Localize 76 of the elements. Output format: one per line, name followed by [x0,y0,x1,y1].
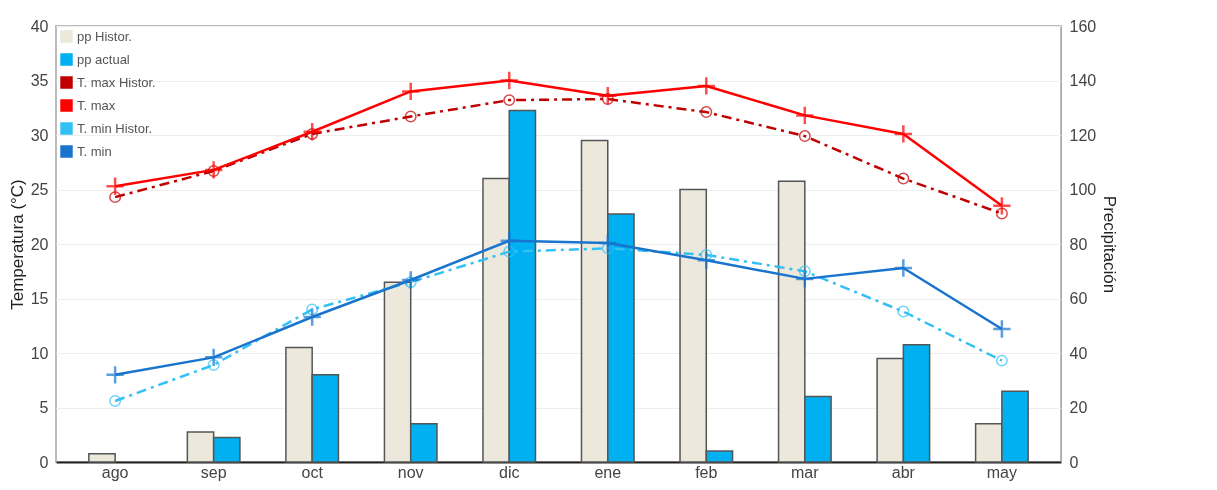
point [306,127,319,140]
point [109,191,122,204]
point [601,93,614,106]
legend-label: T. max Histor. [77,74,156,90]
point [207,164,220,177]
y2-tick-label: 40 [1069,344,1088,362]
y2-axis-title: Precipitación [1100,195,1120,294]
point [503,94,516,107]
point [893,258,914,278]
point [404,276,417,289]
x-tick-label: nov [397,463,424,481]
y-tick-label: 35 [30,72,49,89]
x-tick-label: oct [301,463,324,481]
point [794,268,815,289]
point [207,359,220,371]
point [302,307,323,327]
point [203,347,224,368]
x-tick-label: feb [695,463,718,481]
x-tick-label: mar [791,463,820,481]
legend-label: pp actual [77,51,130,67]
point [696,250,717,271]
y-tick-label: 40 [30,17,49,35]
point [696,76,717,96]
y2-tick-label: 100 [1069,181,1097,198]
legend-label: T. max [77,97,116,113]
point [499,70,520,91]
y2-tick-label: 140 [1069,72,1097,89]
point [499,230,520,251]
legend-label: T. min [77,143,112,159]
point [995,354,1008,367]
y-tick-label: 25 [30,181,49,198]
y-tick-label: 10 [30,344,49,362]
y2-tick-label: 20 [1069,399,1088,416]
y2-tick-label: 160 [1069,17,1097,35]
y2-tick-label: 120 [1069,126,1097,144]
y2-tick-label: 60 [1069,290,1088,307]
point [991,195,1012,216]
point [700,106,713,119]
point [203,159,224,180]
point [302,121,323,142]
y2-tick-label: 0 [1069,453,1079,471]
point [503,245,516,258]
point [798,265,811,278]
y2-tick-label: 80 [1069,235,1088,253]
point [794,105,815,126]
y-tick-label: 30 [30,126,49,144]
point [700,248,713,261]
x-tick-label: ago [101,463,129,481]
x-tick-label: dic [499,463,520,481]
point [105,364,126,385]
legend-label: T. min Histor. [77,120,153,136]
x-tick-label: ene [594,463,622,481]
point [991,319,1012,339]
point [893,124,914,144]
point [400,270,421,290]
y-tick-label: 20 [30,235,49,253]
point [798,130,811,143]
y-axis-title: Temperatura (°C) [7,179,27,310]
point [897,305,910,318]
point [597,233,618,253]
x-tick-label: abr [891,463,916,481]
point [995,207,1008,220]
y-tick-label: 15 [30,290,49,307]
point [404,110,417,123]
y-tick-label: 0 [39,453,49,471]
point [597,85,618,106]
x-tick-label: sep [200,463,227,481]
bar [88,453,116,463]
point [109,394,122,407]
x-tick-label: may [986,463,1017,481]
legend-label: pp Histor. [77,28,132,44]
point [105,176,126,197]
point [306,303,319,316]
point [897,172,910,185]
point [400,81,421,102]
y-tick-label: 5 [39,399,49,416]
